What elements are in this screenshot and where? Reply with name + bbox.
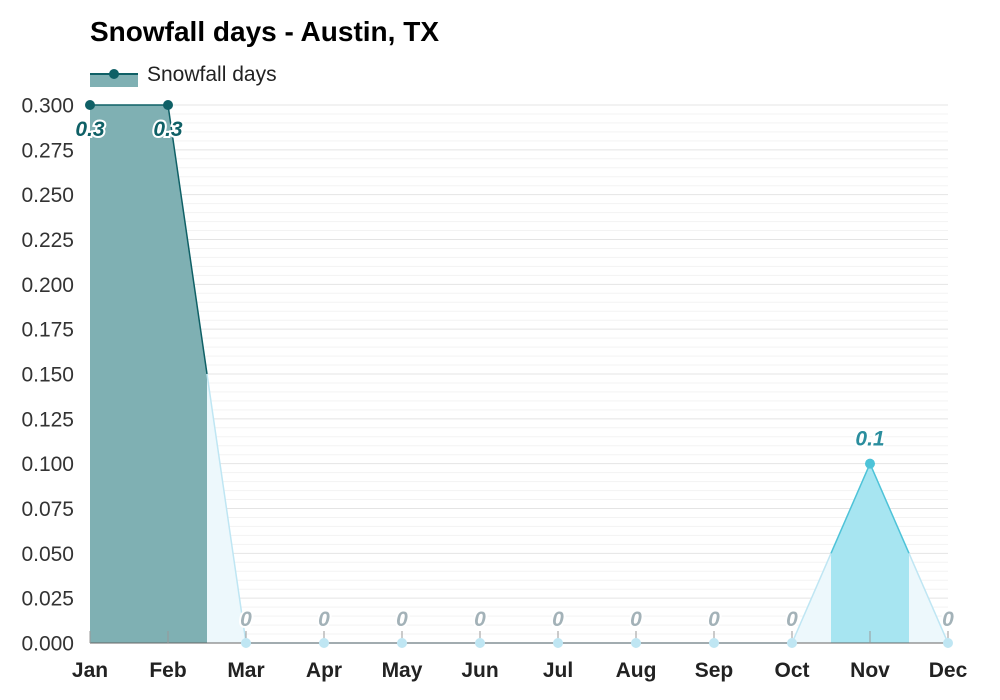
series-line-segment xyxy=(830,463,871,554)
y-tick-label: 0.225 xyxy=(21,229,74,252)
x-axis-labels: Jan Feb Mar Apr May Jun Jul Aug Sep Oct Nov Dec xyxy=(72,659,968,682)
data-label: 0 xyxy=(630,608,642,631)
x-tick-label: Mar xyxy=(227,659,264,682)
x-tick-label: Jan xyxy=(72,659,108,682)
area-fills xyxy=(90,105,948,643)
chart-title: Snowfall days - Austin, TX xyxy=(90,16,439,47)
y-tick-label: 0.000 xyxy=(21,633,74,656)
area-segment xyxy=(90,105,129,643)
y-tick-label: 0.200 xyxy=(21,274,74,297)
legend: Snowfall days xyxy=(90,63,277,87)
data-label: 0 xyxy=(708,608,720,631)
data-marker xyxy=(553,638,563,648)
series-line-segment xyxy=(791,553,832,644)
data-marker xyxy=(241,638,251,648)
y-tick-label: 0.075 xyxy=(21,498,74,521)
data-marker xyxy=(163,100,173,110)
y-tick-label: 0.275 xyxy=(21,139,74,162)
data-marker xyxy=(943,638,953,648)
legend-swatch xyxy=(90,74,138,87)
y-tick-label: 0.150 xyxy=(21,364,74,387)
series-line-segment xyxy=(869,463,910,554)
x-tick-label: Jul xyxy=(543,659,573,682)
area-segment xyxy=(870,463,909,643)
y-tick-label: 0.300 xyxy=(21,95,74,118)
x-tick-label: Dec xyxy=(929,659,968,682)
x-tick-label: Oct xyxy=(774,659,809,682)
data-label: 0 xyxy=(474,608,486,631)
data-marker xyxy=(475,638,485,648)
data-label: 0 xyxy=(396,608,408,631)
y-tick-label: 0.250 xyxy=(21,184,74,207)
data-label: 0 xyxy=(552,608,564,631)
data-marker xyxy=(631,638,641,648)
area-segment xyxy=(831,463,870,643)
x-tick-label: Jun xyxy=(461,659,498,682)
data-marker xyxy=(397,638,407,648)
data-label: 0 xyxy=(240,608,252,631)
data-label: 0 xyxy=(786,608,798,631)
x-tick-label: Apr xyxy=(306,659,342,682)
series-line-segment xyxy=(206,373,247,644)
data-label: 0 xyxy=(318,608,330,631)
x-tick-label: Nov xyxy=(850,659,890,682)
legend-marker xyxy=(109,69,119,79)
x-tick-label: Aug xyxy=(616,659,657,682)
data-marker xyxy=(709,638,719,648)
data-marker xyxy=(85,100,95,110)
y-tick-label: 0.175 xyxy=(21,319,74,342)
data-marker xyxy=(865,458,875,469)
data-labels: 0.3 0.3 0 0 0 0 0 0 0 0 0.1 0 xyxy=(73,116,956,633)
y-tick-label: 0.050 xyxy=(21,543,74,566)
x-tick-label: Sep xyxy=(695,659,734,682)
y-tick-label: 0.025 xyxy=(21,588,74,611)
data-markers xyxy=(85,100,953,648)
data-marker xyxy=(787,638,797,648)
data-label: 0.1 xyxy=(855,428,884,451)
x-tick-label: Feb xyxy=(149,659,186,682)
legend-label: Snowfall days xyxy=(147,63,277,86)
data-label: 0 xyxy=(942,608,954,631)
y-axis-labels: 0.000 0.025 0.050 0.075 0.100 0.125 0.150 0.175… xyxy=(21,95,74,656)
data-label: 0.3 xyxy=(75,118,105,141)
series-line-segment xyxy=(908,553,949,644)
data-label: 0.3 xyxy=(153,118,183,141)
data-marker xyxy=(319,638,329,648)
area-segment xyxy=(129,105,168,643)
area-segment xyxy=(168,105,207,643)
y-tick-label: 0.100 xyxy=(21,453,74,476)
grid xyxy=(90,104,948,644)
series-line-segment xyxy=(167,104,208,375)
x-tick-label: May xyxy=(382,659,423,682)
y-tick-label: 0.125 xyxy=(21,408,74,431)
